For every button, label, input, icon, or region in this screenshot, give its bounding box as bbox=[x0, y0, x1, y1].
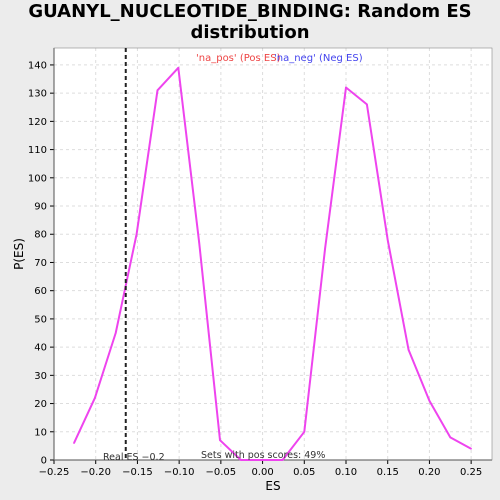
y-tick-label: 70 bbox=[34, 258, 47, 269]
x-tick-label: −0.10 bbox=[164, 467, 195, 478]
data-point bbox=[449, 436, 452, 439]
data-point bbox=[366, 103, 368, 106]
data-point bbox=[198, 241, 200, 244]
x-tick-label: 0.05 bbox=[293, 467, 315, 478]
data-point bbox=[386, 239, 389, 241]
pos-scores-annotation: Sets with pos scores: 49% bbox=[201, 450, 325, 461]
data-point bbox=[470, 447, 472, 450]
x-tick-label: −0.25 bbox=[39, 467, 70, 478]
y-tick-label: 110 bbox=[28, 145, 47, 156]
x-tick-label: 0.00 bbox=[251, 467, 273, 478]
series-line bbox=[73, 66, 472, 461]
y-tick-label: 140 bbox=[28, 60, 47, 71]
x-axis-label: ES bbox=[265, 479, 280, 493]
y-axis-label: P(ES) bbox=[12, 238, 26, 270]
grid bbox=[54, 48, 492, 460]
y-tick-label: 80 bbox=[34, 230, 47, 241]
data-point bbox=[281, 459, 284, 461]
data-point bbox=[303, 430, 306, 433]
y-tick-label: 40 bbox=[34, 343, 47, 354]
series-layer bbox=[73, 66, 472, 461]
y-tick-label: 100 bbox=[28, 173, 47, 184]
chart-title: GUANYL_NUCLEOTIDE_BINDING: Random ES dis… bbox=[0, 1, 500, 43]
data-point bbox=[428, 399, 431, 402]
x-tick-label: −0.20 bbox=[80, 467, 111, 478]
x-tick-label: −0.15 bbox=[122, 467, 153, 478]
data-point bbox=[177, 66, 180, 69]
data-point bbox=[156, 89, 159, 92]
chart-title-line1: GUANYL_NUCLEOTIDE_BINDING: Random ES bbox=[28, 1, 472, 22]
chart-title-line2: distribution bbox=[190, 22, 310, 43]
y-tick-label: 120 bbox=[28, 117, 47, 128]
data-point bbox=[407, 349, 410, 351]
x-tick-label: 0.15 bbox=[377, 467, 399, 478]
data-point bbox=[94, 397, 96, 399]
legend-entry-pos: 'na_pos' (Pos ES) bbox=[196, 53, 281, 64]
data-point bbox=[219, 439, 221, 442]
data-point bbox=[135, 233, 138, 236]
y-tick-label: 10 bbox=[34, 427, 47, 438]
y-tick-label: 20 bbox=[34, 399, 47, 410]
axes: 0102030405060708090100110120130140−0.25−… bbox=[28, 47, 493, 478]
x-tick-label: 0.10 bbox=[335, 467, 357, 478]
y-tick-label: 130 bbox=[28, 89, 47, 100]
real-es-label: Real ES −0.2 bbox=[103, 452, 165, 463]
x-tick-label: 0.25 bbox=[460, 467, 482, 478]
data-point bbox=[345, 86, 347, 89]
data-point bbox=[73, 442, 75, 444]
plot-area bbox=[54, 48, 492, 460]
data-point bbox=[324, 247, 326, 250]
legend-entry-neg: 'na_neg' (Neg ES) bbox=[274, 53, 363, 64]
y-tick-label: 30 bbox=[34, 371, 47, 382]
x-tick-label: −0.05 bbox=[206, 467, 237, 478]
y-tick-label: 50 bbox=[34, 314, 47, 325]
data-point bbox=[260, 459, 263, 461]
data-point bbox=[114, 332, 117, 334]
y-tick-label: 90 bbox=[34, 202, 47, 213]
y-tick-label: 0 bbox=[41, 456, 47, 467]
data-point bbox=[240, 459, 242, 461]
x-tick-label: 0.20 bbox=[418, 467, 440, 478]
y-tick-label: 60 bbox=[34, 286, 47, 297]
